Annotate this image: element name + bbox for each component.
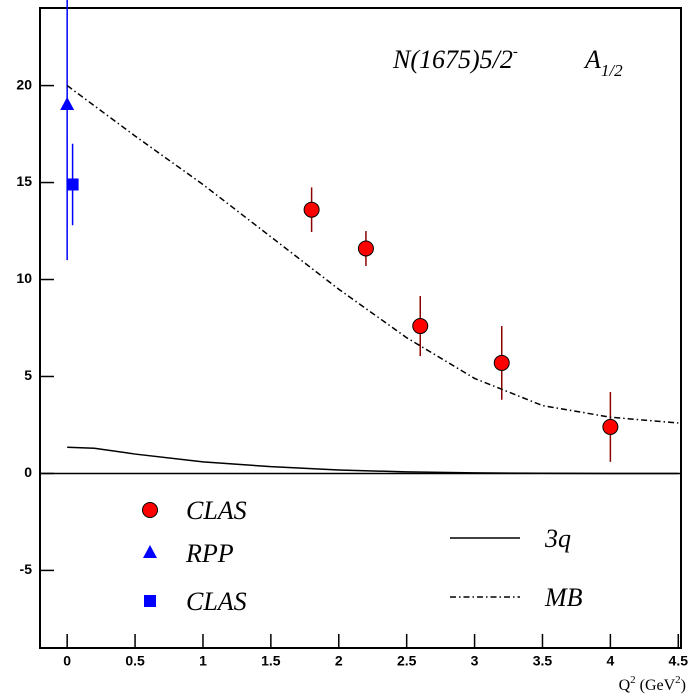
amp-title: A1/2 <box>583 45 623 80</box>
x-tick-label: 2 <box>335 653 343 669</box>
data-point <box>412 318 429 335</box>
x-tick-label: 3.5 <box>533 653 553 669</box>
title-sup: - <box>513 44 518 60</box>
xl: 2 <box>675 674 681 686</box>
legend-marker <box>143 545 157 558</box>
x-tick-label: 1 <box>199 653 207 669</box>
legend-label: CLAS <box>186 587 247 616</box>
x-tick-label: 0 <box>63 653 71 669</box>
data-point <box>303 201 320 218</box>
title-main: N(1675)5/2 <box>392 45 513 74</box>
legend-label: MB <box>544 583 583 612</box>
chart-title: N(1675)5/2- <box>392 44 518 74</box>
legend-marker <box>144 595 156 607</box>
x-tick-label: 4.5 <box>669 653 689 669</box>
legend-label: RPP <box>185 539 234 568</box>
legend-label: CLAS <box>186 496 247 525</box>
x-axis-label: Q2 (GeV2) <box>619 674 686 694</box>
legend-label: 3q <box>544 524 571 553</box>
curve <box>66 84 679 424</box>
x-tick-label: 1.5 <box>261 653 281 669</box>
y-tick-label: 20 <box>16 76 32 92</box>
plot-frame <box>39 7 682 649</box>
x-tick-label: 0.5 <box>125 653 145 669</box>
x-tick-label: 4 <box>606 653 614 669</box>
y-tick-label: 5 <box>24 367 32 383</box>
data-point <box>493 354 510 371</box>
y-tick-label: 10 <box>16 270 32 286</box>
data-point <box>602 418 619 435</box>
y-tick-label: -5 <box>20 561 33 577</box>
x-tick-label: 2.5 <box>397 653 417 669</box>
data-point <box>66 178 79 191</box>
y-tick-label: 0 <box>24 464 32 480</box>
title-amp: A <box>583 45 601 74</box>
legend-marker <box>142 502 158 518</box>
xl: ) <box>681 677 686 694</box>
xl: (GeV <box>636 677 676 694</box>
y-tick-label: 15 <box>16 173 32 189</box>
xl: 2 <box>630 674 636 686</box>
curve <box>67 446 679 475</box>
x-tick-label: 3 <box>471 653 479 669</box>
title-sub: 1/2 <box>601 61 623 80</box>
data-point <box>357 240 374 257</box>
xl: Q <box>619 677 631 694</box>
data-point <box>60 96 75 110</box>
